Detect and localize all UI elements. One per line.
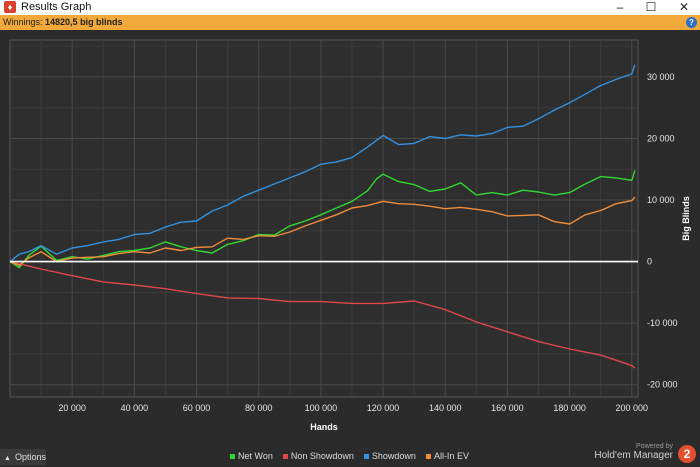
legend-swatch — [282, 453, 288, 459]
help-icon[interactable]: ? — [686, 17, 697, 28]
legend-swatch — [425, 453, 431, 459]
x-tick-label: 60 000 — [183, 403, 211, 413]
y-tick-label: 20 000 — [647, 133, 675, 143]
y-tick-label: 10 000 — [647, 195, 675, 205]
title-bar: ♦ Results Graph – ☐ ✕ — [0, 0, 700, 15]
legend-item-all-in-ev: All-In EV — [425, 451, 469, 461]
x-tick-label: 180 000 — [553, 403, 586, 413]
y-tick-label: -20 000 — [647, 380, 678, 390]
legend-item-showdown: Showdown — [363, 451, 416, 461]
legend-label: Non Showdown — [290, 451, 354, 461]
close-button[interactable]: ✕ — [678, 0, 690, 14]
x-tick-label: 100 000 — [305, 403, 338, 413]
legend-item-non-showdown: Non Showdown — [282, 451, 354, 461]
series-line-net-won — [9, 170, 636, 269]
y-tick-label: 0 — [647, 257, 652, 267]
chevron-up-icon: ▲ — [4, 455, 11, 462]
legend-label: All-In EV — [433, 451, 469, 461]
x-axis-label: Hands — [310, 422, 338, 432]
x-tick-label: 40 000 — [121, 403, 149, 413]
legend-label: Showdown — [371, 451, 416, 461]
legend-label: Net Won — [238, 451, 273, 461]
x-tick-label: 80 000 — [245, 403, 273, 413]
hm-logo-icon: 2 — [678, 445, 696, 463]
powered-by-text: Powered by — [636, 443, 673, 450]
series-line-showdown — [9, 64, 636, 263]
options-label: Options — [14, 452, 46, 462]
series-line-all-in-ev — [9, 196, 636, 267]
winnings-label-text: Winnings: — [3, 17, 43, 27]
x-tick-label: 120 000 — [367, 403, 400, 413]
chart-legend: Net Won Non Showdown Showdown All-In EV — [230, 451, 469, 461]
maximize-button[interactable]: ☐ — [645, 0, 657, 14]
legend-swatch — [230, 453, 235, 459]
brand-name: Hold'em Manager — [594, 450, 673, 461]
x-tick-label: 200 000 — [616, 403, 649, 413]
x-tick-label: 20 000 — [58, 403, 86, 413]
x-tick-label: 160 000 — [491, 403, 524, 413]
options-button[interactable]: ▲ Options — [0, 449, 46, 465]
x-tick-label: 140 000 — [429, 403, 462, 413]
winnings-label: Winnings: 14820,5 big blinds — [3, 17, 123, 27]
app-logo-icon: ♦ — [4, 1, 16, 13]
results-chart: 20 000 40 000 60 000 80 000 100 000 120 000 14… — [9, 39, 691, 432]
series-line-non-showdown — [9, 260, 636, 369]
window-title: Results Graph — [21, 1, 92, 13]
y-tick-label: 30 000 — [647, 72, 675, 82]
minimize-button[interactable]: – — [616, 0, 624, 14]
winnings-bar: Winnings: 14820,5 big blinds ? — [0, 15, 700, 30]
y-axis-label: Big Blinds — [681, 196, 691, 241]
powered-by: Powered by Hold'em Manager — [594, 443, 673, 461]
y-tick-label: -10 000 — [647, 318, 678, 328]
legend-swatch — [363, 453, 369, 459]
winnings-value: 14820,5 big blinds — [45, 17, 123, 27]
legend-item-net-won: Net Won — [230, 451, 273, 461]
